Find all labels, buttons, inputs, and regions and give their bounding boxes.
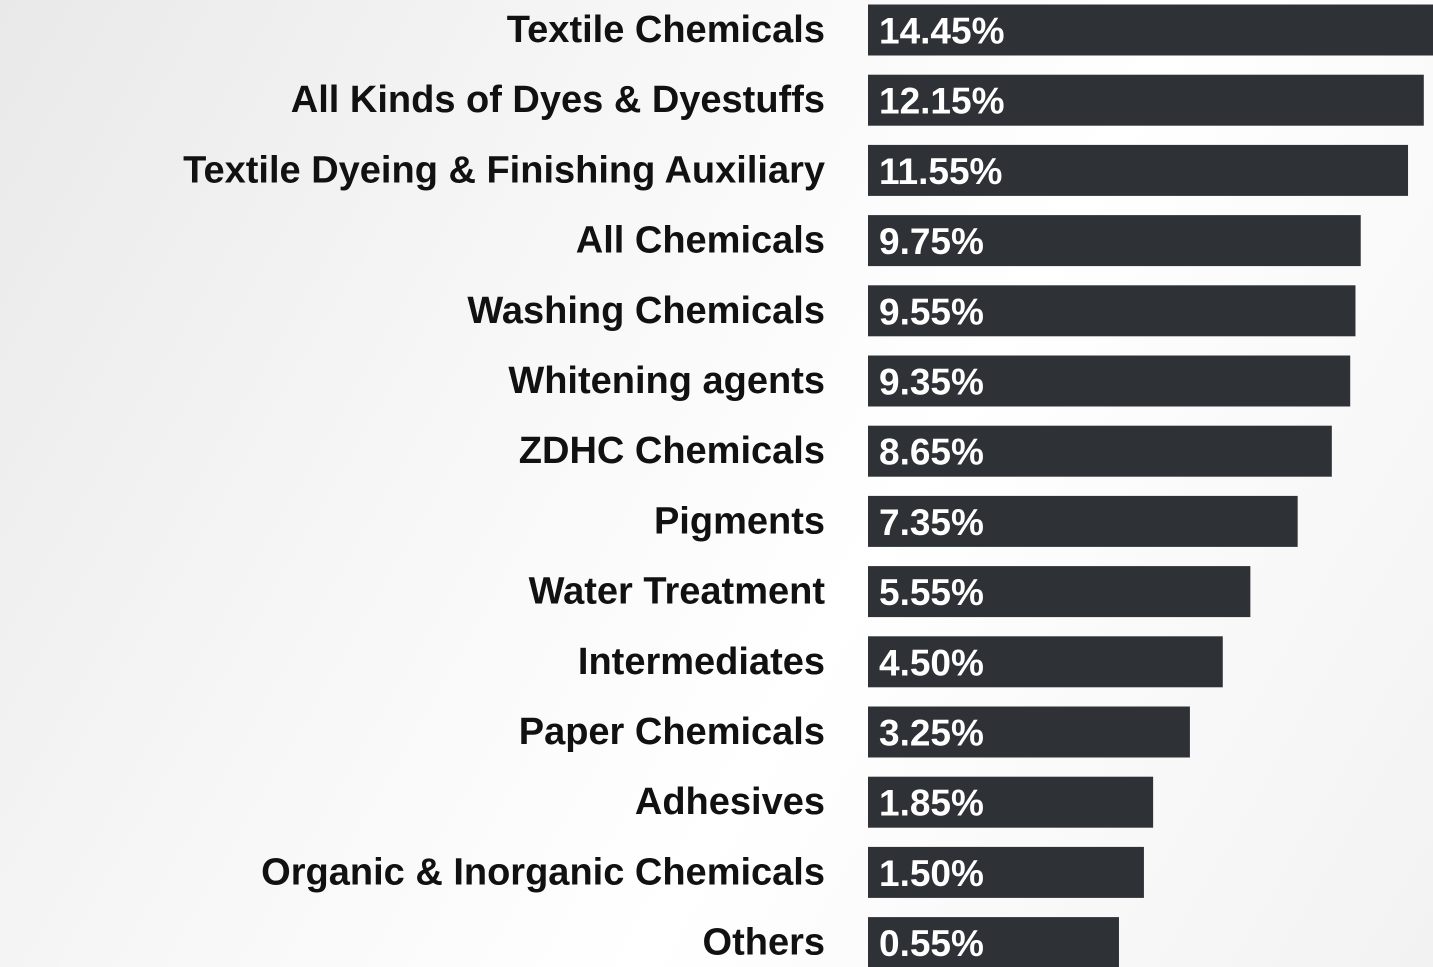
bar (868, 917, 1119, 967)
category-label: Water Treatment (529, 571, 826, 613)
value-label: 3.25% (879, 713, 984, 754)
category-label: Textile Chemicals (507, 9, 825, 51)
value-label: 9.75% (879, 221, 984, 262)
bar (868, 425, 1332, 477)
category-label: All Chemicals (576, 220, 825, 262)
category-label: Pigments (654, 500, 825, 542)
value-label: 5.55% (879, 572, 984, 613)
category-label: Paper Chemicals (519, 711, 825, 753)
value-label: 1.85% (879, 783, 984, 824)
value-label: 0.55% (879, 923, 984, 964)
bar (868, 4, 1433, 56)
bar (868, 776, 1154, 828)
bar (868, 566, 1251, 618)
value-label: 7.35% (879, 502, 984, 543)
bar (868, 706, 1190, 758)
category-label: Washing Chemicals (467, 290, 825, 332)
category-label: Adhesives (635, 781, 825, 823)
bar (868, 355, 1351, 407)
value-label: 14.45% (879, 11, 1005, 52)
bar (868, 74, 1424, 126)
bar (868, 846, 1144, 898)
category-label: All Kinds of Dyes & Dyestuffs (291, 79, 825, 121)
category-label: Intermediates (578, 641, 825, 683)
category-label: Textile Dyeing & Finishing Auxiliary (183, 149, 825, 191)
category-label: Organic & Inorganic Chemicals (261, 851, 825, 893)
bar (868, 144, 1409, 196)
bar (868, 285, 1356, 337)
value-label: 11.55% (879, 151, 1002, 192)
bar (868, 495, 1298, 547)
bar (868, 636, 1223, 688)
value-label: 12.15% (879, 81, 1005, 122)
value-label: 9.55% (879, 291, 984, 332)
category-label: Whitening agents (508, 360, 825, 402)
value-label: 1.50% (879, 853, 984, 894)
value-label: 9.35% (879, 362, 984, 403)
category-label: Others (703, 922, 825, 964)
value-label: 8.65% (879, 432, 984, 473)
bar (868, 215, 1361, 267)
category-label: ZDHC Chemicals (519, 430, 825, 472)
value-label: 4.50% (879, 642, 984, 683)
